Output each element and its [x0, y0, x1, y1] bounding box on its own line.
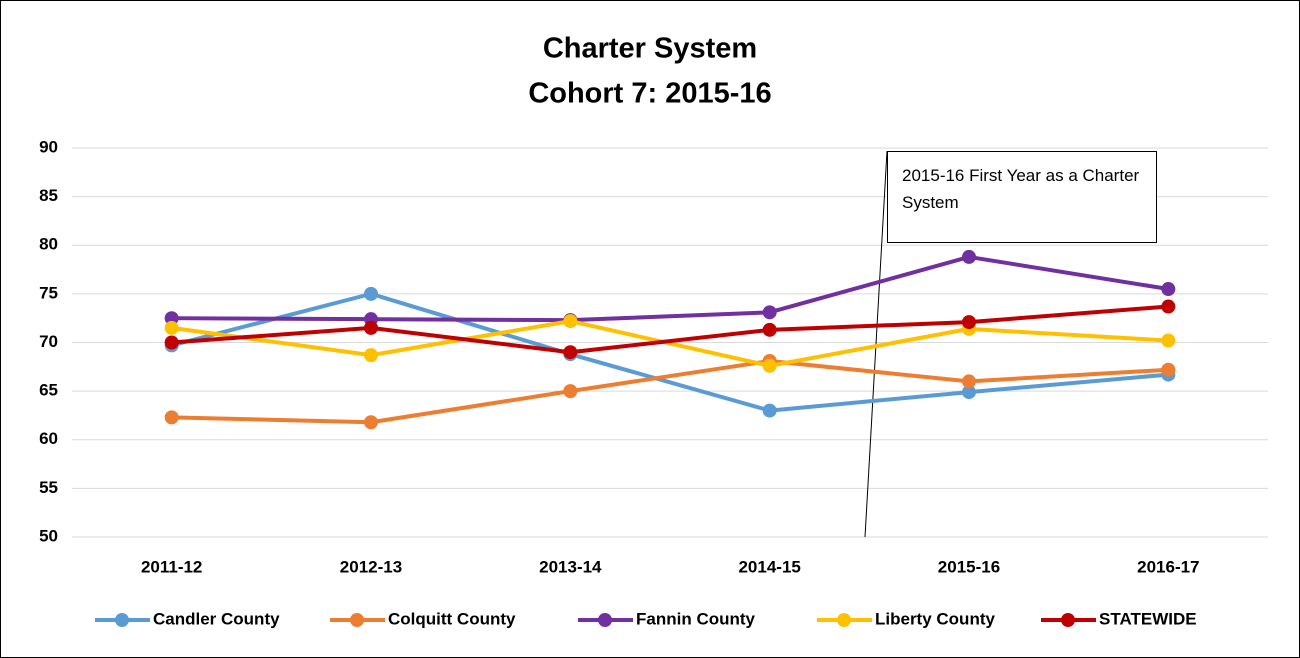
- legend-marker: [115, 613, 129, 627]
- data-point: [962, 385, 976, 400]
- data-point: [962, 374, 976, 389]
- x-tick-label: 2013-14: [539, 557, 602, 576]
- data-point: [164, 311, 179, 326]
- data-point: [762, 358, 777, 373]
- data-point: [364, 348, 378, 363]
- data-point: [563, 384, 578, 399]
- legend-marker: [1061, 613, 1075, 627]
- legend-label: Candler County: [153, 609, 280, 628]
- series-line: [171, 358, 1169, 425]
- y-tick-label: 80: [39, 235, 58, 254]
- data-point: [1161, 282, 1176, 297]
- y-tick-label: 70: [39, 332, 58, 351]
- data-point: [962, 315, 976, 330]
- y-tick-label: 55: [39, 478, 58, 497]
- x-tick-label: 2011-12: [141, 557, 202, 576]
- annotation-leader: [864, 150, 888, 538]
- y-tick-label: 85: [39, 186, 58, 205]
- x-tick-label: 2012-13: [340, 557, 402, 576]
- data-point: [762, 403, 777, 418]
- data-point: [164, 320, 179, 335]
- data-point: [364, 415, 378, 430]
- x-tick-label: 2014-15: [738, 557, 800, 576]
- series-line: [171, 254, 1169, 323]
- data-point: [164, 410, 179, 425]
- y-tick-label: 60: [39, 429, 58, 448]
- y-tick-label: 75: [39, 283, 58, 302]
- series-line: [171, 319, 1169, 368]
- series-line: [171, 304, 1169, 355]
- data-point: [962, 249, 976, 264]
- legend-label: Liberty County: [875, 609, 995, 628]
- x-tick-label: 2016-17: [1137, 557, 1199, 576]
- data-point: [563, 314, 578, 329]
- chart-title: Cohort 7: 2015-16: [528, 78, 771, 110]
- legend-marker: [598, 613, 612, 627]
- chart-title: Charter System: [543, 33, 757, 65]
- legend-label: Fannin County: [636, 609, 756, 628]
- data-point: [364, 320, 378, 335]
- legend-label: STATEWIDE: [1099, 609, 1197, 628]
- data-point: [762, 305, 777, 320]
- data-point: [1161, 333, 1176, 348]
- y-tick-label: 50: [39, 526, 58, 545]
- legend-marker: [837, 613, 851, 627]
- data-point: [364, 286, 378, 301]
- data-point: [762, 322, 777, 337]
- y-tick-label: 90: [39, 137, 58, 156]
- x-tick-label: 2015-16: [938, 557, 1000, 576]
- data-point: [1161, 299, 1176, 314]
- data-point: [164, 335, 179, 350]
- data-point: [563, 345, 578, 360]
- y-tick-label: 65: [39, 381, 58, 400]
- series-line: [171, 291, 1169, 413]
- data-point: [1161, 362, 1176, 377]
- legend-marker: [350, 613, 364, 627]
- legend-label: Colquitt County: [388, 609, 516, 628]
- annotation: 2015-16 First Year as a Charter System: [887, 151, 1157, 243]
